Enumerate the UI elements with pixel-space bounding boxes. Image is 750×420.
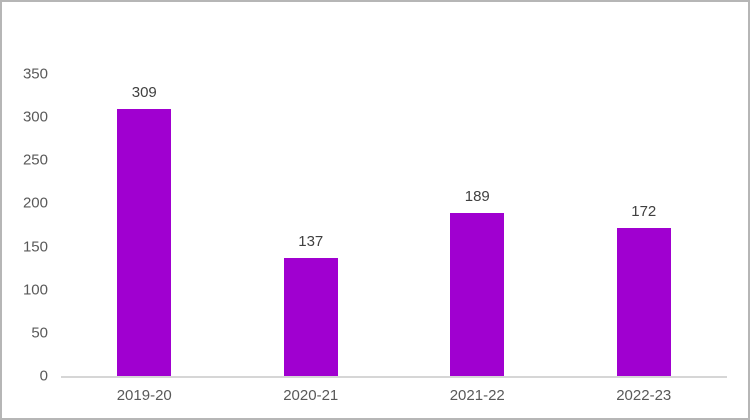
bar-value-label: 309 bbox=[131, 84, 157, 101]
x-axis-label: 2020-21 bbox=[283, 387, 339, 404]
plot-area: 309 2019-20 137 2020-21 189 2021-22 172 2022-23 bbox=[61, 74, 728, 404]
y-tick-label: 0 bbox=[39, 367, 48, 385]
y-tick-label: 100 bbox=[22, 281, 48, 299]
bar bbox=[117, 109, 172, 376]
x-axis-label: 2022-23 bbox=[616, 387, 672, 404]
bar bbox=[616, 228, 671, 376]
bar bbox=[283, 258, 338, 376]
x-axis-label: 2021-22 bbox=[449, 387, 505, 404]
y-axis: 0 50 100 150 200 250 300 350 bbox=[2, 66, 48, 385]
bar-slot: 189 2021-22 bbox=[394, 74, 561, 404]
y-tick-label: 300 bbox=[22, 108, 48, 126]
y-tick-label: 150 bbox=[22, 238, 48, 256]
bar-slot: 137 2020-21 bbox=[228, 74, 395, 404]
bar-slot: 172 2022-23 bbox=[561, 74, 728, 404]
x-axis-label: 2019-20 bbox=[116, 387, 172, 404]
y-tick-label: 250 bbox=[22, 151, 48, 169]
y-tick-label: 50 bbox=[31, 324, 48, 342]
y-tick-label: 350 bbox=[22, 65, 48, 83]
bar-value-label: 137 bbox=[298, 233, 324, 250]
bar-slot: 309 2019-20 bbox=[61, 74, 228, 404]
bar-value-label: 189 bbox=[464, 188, 490, 205]
bar-value-label: 172 bbox=[631, 203, 657, 220]
y-tick-label: 200 bbox=[22, 194, 48, 212]
bar bbox=[450, 213, 505, 376]
